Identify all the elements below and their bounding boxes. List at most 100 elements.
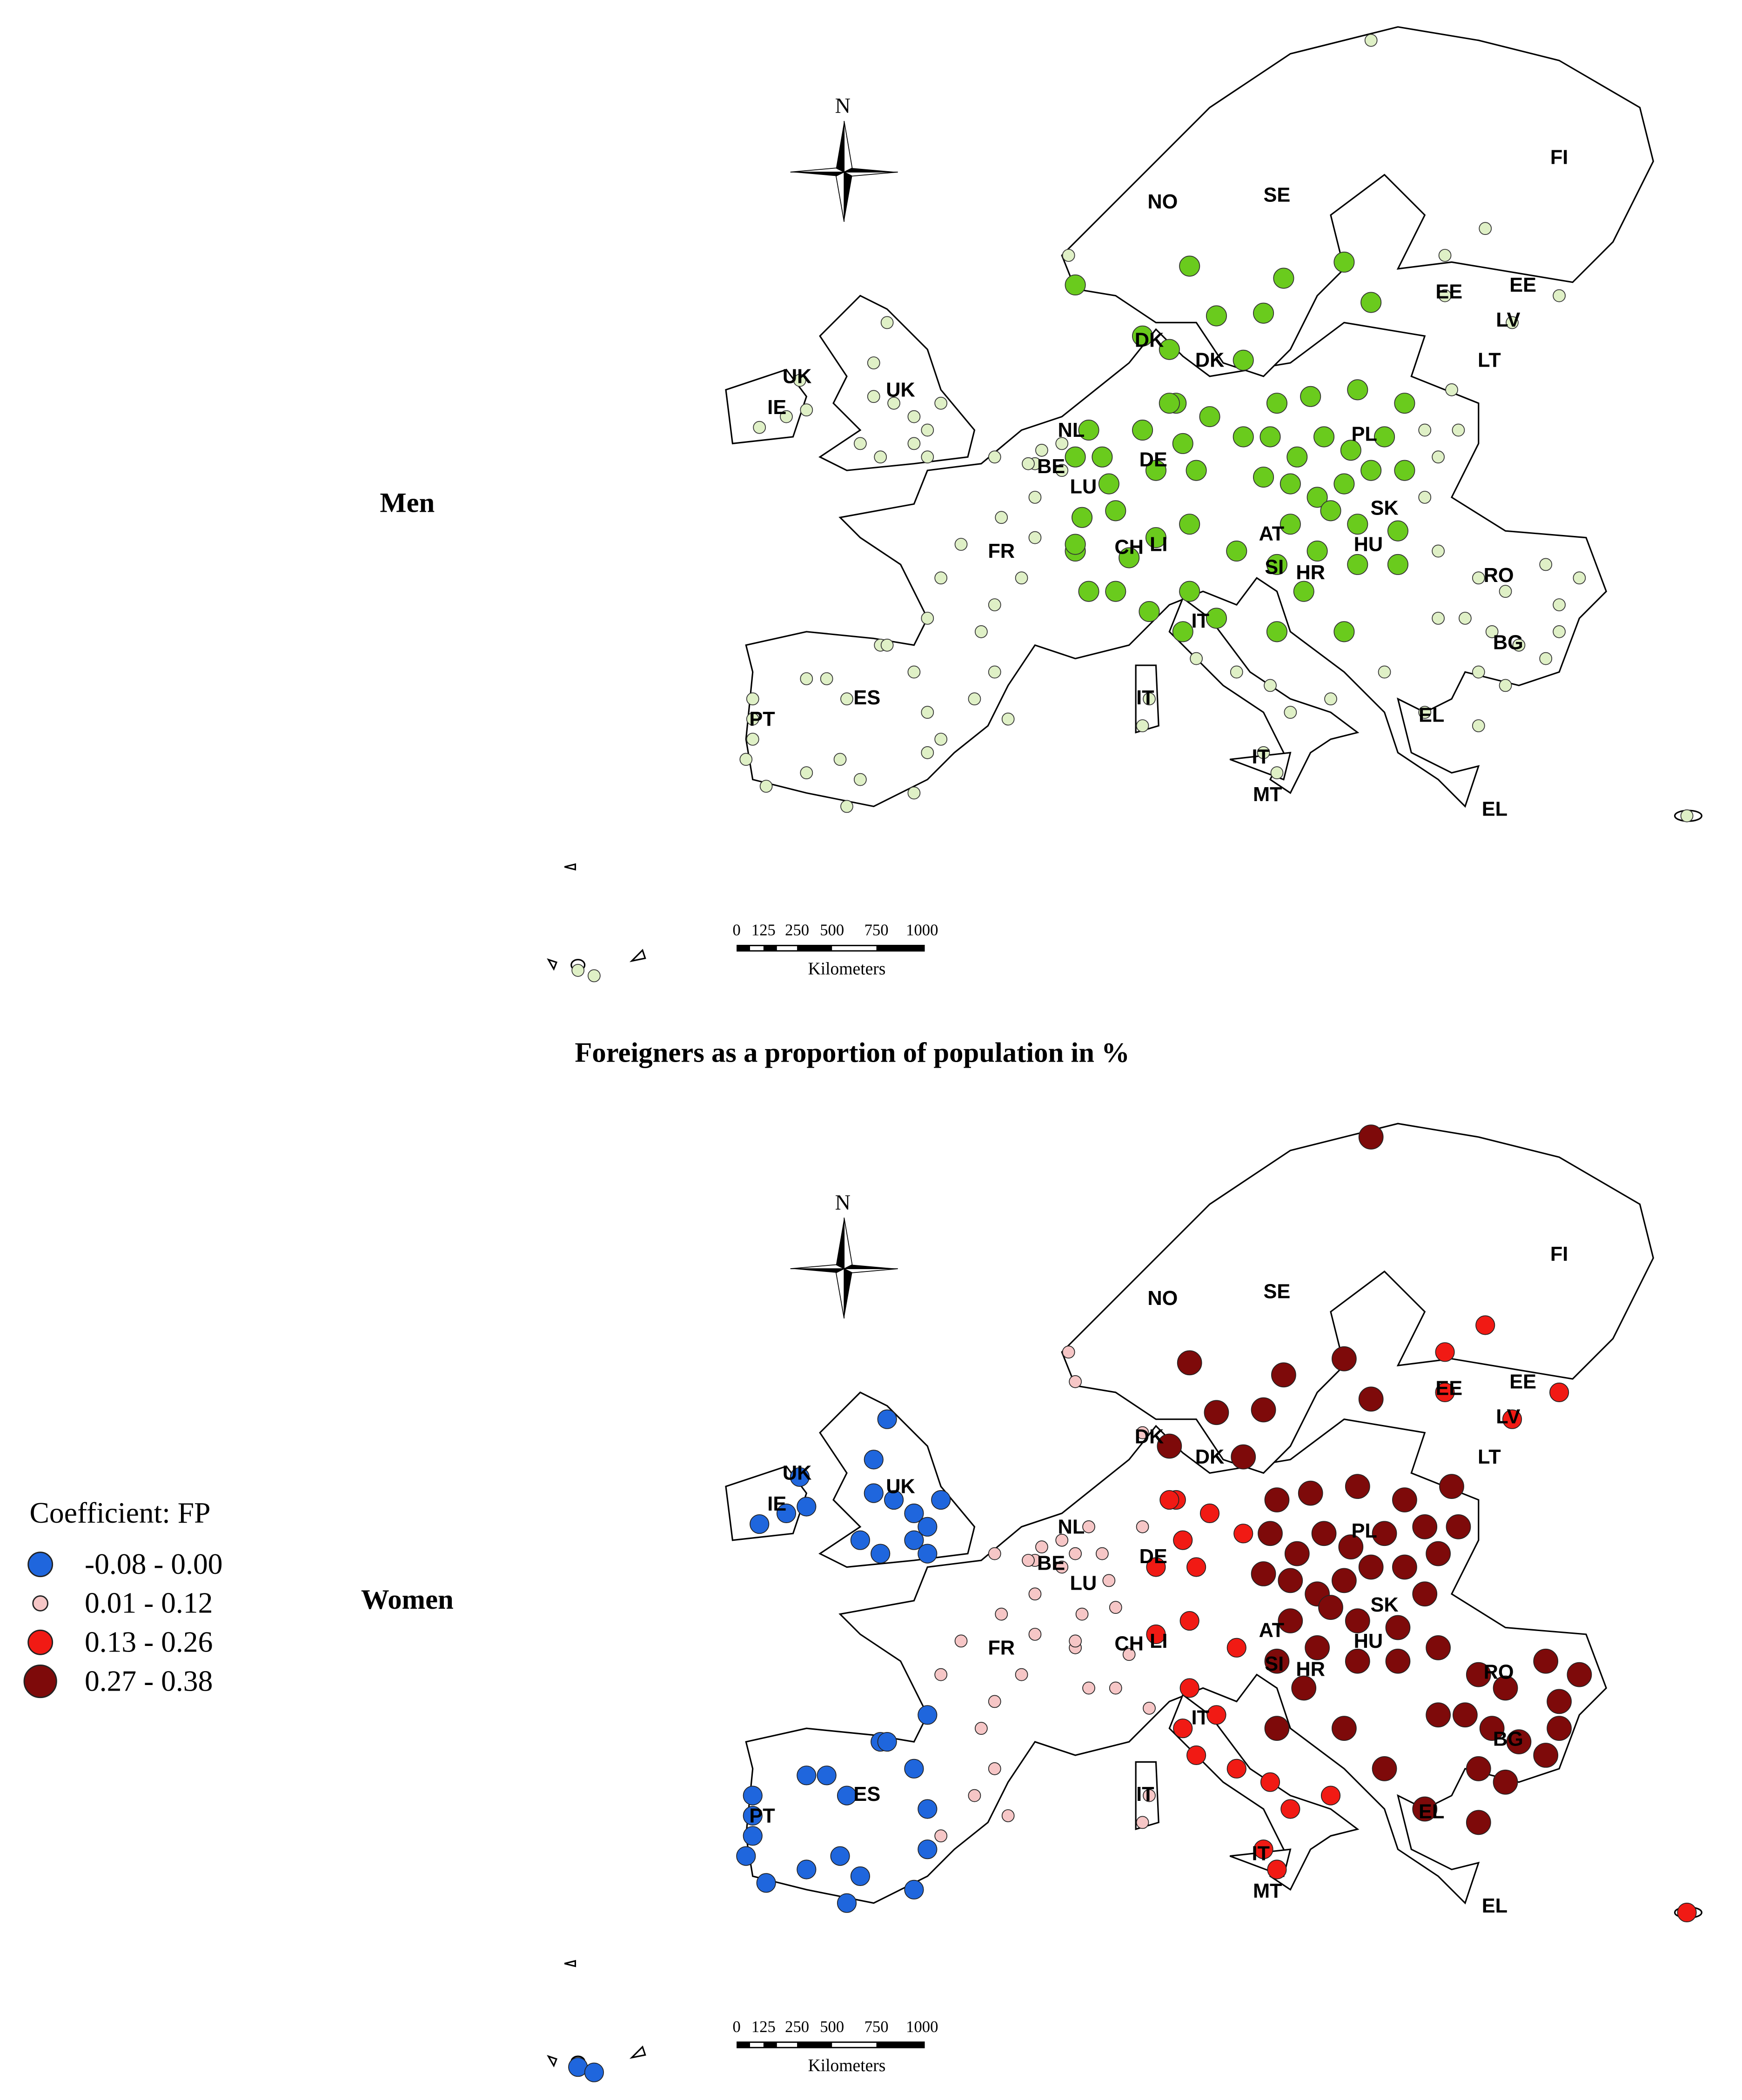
region-dot [1426, 1702, 1451, 1728]
region-dot [1069, 1547, 1082, 1560]
region-dot [1028, 531, 1042, 544]
region-dot [1347, 514, 1368, 535]
country-label: IT [1136, 687, 1154, 709]
region-dot [1452, 423, 1465, 437]
region-dot [1680, 809, 1694, 823]
region-dot [1082, 1520, 1095, 1533]
region-dot [1001, 712, 1015, 726]
region-dot [840, 800, 853, 813]
region-dot [1499, 679, 1512, 692]
region-dot [1266, 393, 1287, 414]
region-dot [820, 672, 833, 685]
region-dot [1028, 1587, 1042, 1601]
region-dot [790, 1467, 810, 1487]
region-dot [1539, 558, 1553, 571]
region-dot [1028, 491, 1042, 504]
region-dot [1360, 460, 1382, 481]
region-dot [1284, 1541, 1310, 1566]
region-dot [1204, 1400, 1229, 1425]
scale-unit: Kilometers [808, 2056, 886, 2075]
region-dot [1313, 426, 1335, 448]
country-label: IE [767, 1493, 786, 1515]
region-dot [1439, 1474, 1464, 1499]
region-dot [1179, 1678, 1199, 1698]
region-dot [1466, 1810, 1491, 1835]
region-dot [1438, 289, 1452, 302]
region-dot [1035, 443, 1048, 457]
region-dot [1226, 540, 1247, 562]
region-dot [1186, 1557, 1206, 1577]
region-dot [995, 511, 1008, 524]
region-dot [1065, 534, 1086, 555]
region-dot [1453, 1702, 1478, 1728]
region-dot [1432, 544, 1445, 558]
region-dot [1132, 325, 1153, 347]
country-label: UK [886, 379, 915, 401]
region-dot [1105, 500, 1126, 522]
region-dot [1466, 1662, 1491, 1687]
region-dot [1533, 1743, 1559, 1768]
country-label: LU [1070, 1572, 1097, 1595]
region-dot [1311, 1521, 1337, 1546]
country-label: IT [1252, 1842, 1270, 1865]
country-label: ES [853, 687, 880, 709]
region-dot [1206, 1705, 1226, 1725]
country-label: MT [1253, 783, 1282, 806]
region-dot [1549, 1382, 1569, 1403]
region-dot [1179, 581, 1200, 602]
country-label: FR [988, 540, 1015, 562]
region-dot [1055, 437, 1069, 450]
region-dot [1435, 1342, 1455, 1362]
region-dot [1109, 1601, 1122, 1614]
country-label: DE [1139, 1545, 1167, 1568]
region-dot [1092, 446, 1113, 468]
region-dot [1324, 692, 1337, 706]
region-dot [837, 1786, 857, 1806]
country-label: IT [1136, 1783, 1154, 1806]
country-label: EL [1419, 1801, 1444, 1823]
region-dot [921, 450, 934, 464]
region-dot [1333, 473, 1355, 495]
region-dot [1069, 1634, 1082, 1648]
region-dot [1172, 621, 1193, 642]
country-label: MT [1253, 1880, 1282, 1902]
country-label: LI [1150, 534, 1168, 556]
region-dot [1459, 612, 1472, 625]
scale-tick-label: 250 [785, 2018, 809, 2036]
region-dot [918, 1517, 938, 1537]
region-dot [988, 1695, 1001, 1708]
region-dot [1426, 1541, 1451, 1566]
region-dot [1075, 1607, 1089, 1621]
country-label: DK [1135, 329, 1164, 351]
region-dot [1109, 1681, 1122, 1695]
country-label: RO [1484, 564, 1514, 587]
region-dot [797, 1497, 817, 1517]
region-dot [1251, 1561, 1276, 1586]
region-dot [1145, 527, 1166, 548]
region-dot [1318, 1595, 1343, 1620]
region-dot [918, 1544, 938, 1564]
country-label: IT [1192, 1707, 1210, 1729]
legend-symbol [23, 1664, 57, 1699]
region-dot [1278, 1568, 1303, 1593]
region-dot [1358, 1554, 1384, 1580]
region-dot [1567, 1662, 1592, 1687]
region-dot [1300, 386, 1321, 407]
region-dot [1506, 1729, 1532, 1754]
region-dot [864, 1483, 884, 1503]
legend-label: 0.01 - 0.12 [85, 1586, 213, 1619]
region-dot [1015, 1668, 1028, 1681]
region-dot [1360, 292, 1382, 313]
region-dot [1072, 507, 1093, 528]
region-dot [1305, 1635, 1330, 1660]
region-dot [1143, 692, 1156, 706]
region-dot [1280, 514, 1301, 535]
region-dot [1136, 1426, 1149, 1439]
country-label: FR [988, 1637, 1015, 1659]
country-label: PT [749, 708, 775, 730]
scale-tick-label: 750 [864, 922, 889, 939]
region-dot [800, 672, 813, 685]
region-dot [907, 410, 921, 423]
